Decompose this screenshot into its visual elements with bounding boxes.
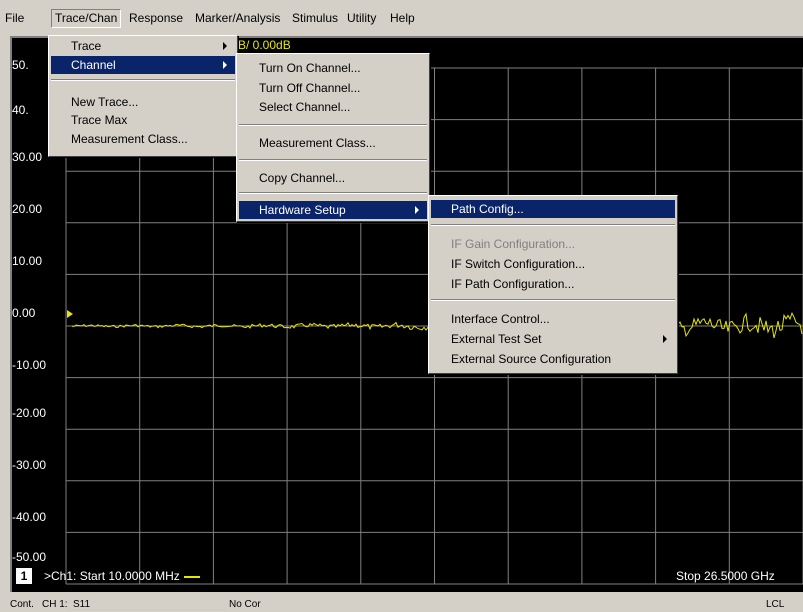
reference-marker-icon bbox=[67, 310, 73, 318]
y-tick-label: -40.00 bbox=[12, 510, 47, 524]
submenu-arrow-icon bbox=[223, 42, 227, 50]
y-tick-label: -50.00 bbox=[12, 550, 47, 564]
measurement-plot bbox=[65, 67, 803, 585]
trace-title: B/ 0.00dB bbox=[238, 38, 291, 52]
menu-item-channel[interactable]: Channel bbox=[51, 56, 235, 74]
menu-item-trace-max[interactable]: Trace Max bbox=[71, 113, 128, 127]
menu-trace-chan[interactable]: Trace/Chan bbox=[51, 9, 122, 28]
hardware-setup-submenu: Path Config... IF Gain Configuration... … bbox=[428, 195, 678, 374]
menu-separator bbox=[239, 124, 427, 126]
y-tick-label: 30.00 bbox=[12, 150, 43, 164]
start-frequency-label: >Ch1: Start 10.0000 MHz bbox=[44, 569, 200, 583]
trace-chan-menu: Trace Channel New Trace... Trace Max Mea… bbox=[48, 35, 238, 157]
menu-item-copy-channel[interactable]: Copy Channel... bbox=[259, 171, 346, 185]
stop-frequency-label: Stop 26.5000 GHz bbox=[676, 569, 775, 583]
menu-item-measurement-class[interactable]: Measurement Class... bbox=[71, 132, 188, 146]
menu-response[interactable]: Response bbox=[129, 11, 184, 25]
y-tick-label: -10.00 bbox=[12, 358, 47, 372]
menu-item-select-channel[interactable]: Select Channel... bbox=[259, 100, 351, 114]
y-tick-label: 50. bbox=[12, 58, 29, 72]
y-tick-label: 20.00 bbox=[12, 202, 43, 216]
menu-separator bbox=[51, 79, 235, 81]
menu-item-turn-off-channel[interactable]: Turn Off Channel... bbox=[259, 81, 361, 95]
submenu-arrow-icon bbox=[223, 61, 227, 69]
menu-separator bbox=[239, 159, 427, 161]
menu-separator bbox=[239, 192, 427, 194]
menu-bar: File Trace/Chan Response Marker/Analysis… bbox=[0, 0, 803, 34]
channel-submenu: Turn On Channel... Turn Off Channel... S… bbox=[236, 53, 430, 222]
y-tick-label: 0.00 bbox=[12, 306, 36, 320]
menu-item-if-path-configuration[interactable]: IF Path Configuration... bbox=[451, 277, 575, 291]
y-tick-label: -30.00 bbox=[12, 458, 47, 472]
menu-item-if-switch-configuration[interactable]: IF Switch Configuration... bbox=[451, 257, 586, 271]
y-tick-label: -20.00 bbox=[12, 406, 47, 420]
menu-item-new-trace[interactable]: New Trace... bbox=[71, 95, 139, 109]
status-channel-field bbox=[66, 598, 226, 610]
menu-utility[interactable]: Utility bbox=[347, 11, 377, 25]
menu-item-trace[interactable]: Trace bbox=[51, 37, 235, 55]
y-tick-label: 10.00 bbox=[12, 254, 43, 268]
menu-file[interactable]: File bbox=[5, 11, 25, 25]
submenu-arrow-icon bbox=[663, 335, 667, 343]
submenu-arrow-icon bbox=[415, 206, 419, 214]
trace-legend-line bbox=[183, 575, 200, 578]
menu-item-external-test-set[interactable]: External Test Set bbox=[431, 330, 675, 348]
menu-item-hardware-setup[interactable]: Hardware Setup bbox=[239, 201, 427, 219]
status-correction: No Cor bbox=[229, 599, 261, 610]
menu-item-external-source-configuration[interactable]: External Source Configuration bbox=[451, 352, 612, 366]
status-control: LCL bbox=[766, 599, 785, 610]
y-tick-label: 40. bbox=[12, 103, 29, 117]
status-mode: Cont. bbox=[10, 599, 34, 610]
plot-grid bbox=[65, 67, 803, 585]
status-bar: Cont. CH 1: S11 No Cor LCL bbox=[0, 592, 803, 612]
menu-item-interface-control[interactable]: Interface Control... bbox=[451, 312, 550, 326]
channel-number-badge[interactable]: 1 bbox=[16, 568, 32, 584]
menu-stimulus[interactable]: Stimulus bbox=[292, 11, 339, 25]
status-channel: CH 1: bbox=[42, 599, 68, 610]
menu-item-if-gain-configuration: IF Gain Configuration... bbox=[451, 237, 576, 251]
menu-help[interactable]: Help bbox=[390, 11, 415, 25]
menu-separator bbox=[431, 299, 675, 301]
menu-item-turn-on-channel[interactable]: Turn On Channel... bbox=[259, 61, 361, 75]
menu-item-path-config[interactable]: Path Config... bbox=[431, 200, 675, 218]
start-frequency-text: >Ch1: Start 10.0000 MHz bbox=[44, 569, 180, 583]
menu-marker-analysis[interactable]: Marker/Analysis bbox=[195, 11, 281, 25]
status-measurement: S11 bbox=[73, 599, 91, 610]
menu-separator bbox=[431, 224, 675, 226]
menu-item-measurement-class[interactable]: Measurement Class... bbox=[259, 136, 376, 150]
